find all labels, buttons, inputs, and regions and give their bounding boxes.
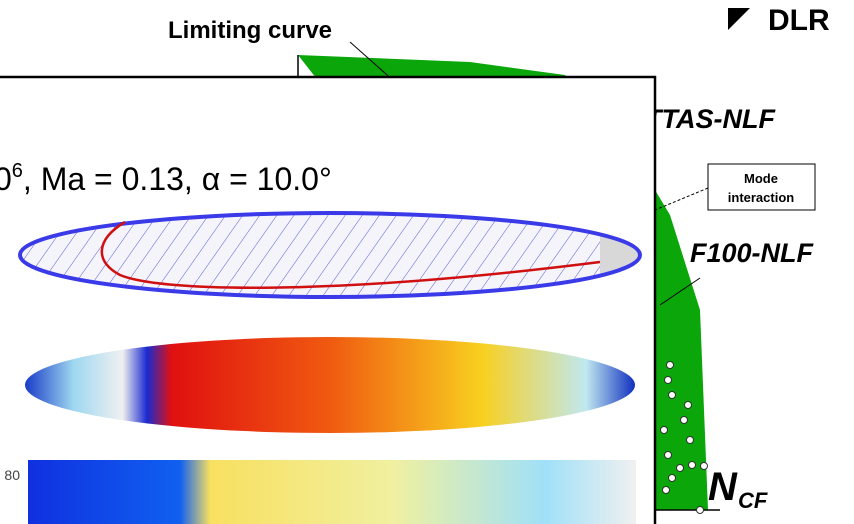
inset-title: 06, Ma = 0.13, α = 10.0° (0, 160, 332, 197)
contour-panel (28, 460, 636, 524)
curve-label: TTAS-NLF (645, 104, 776, 134)
limiting-curve-label: Limiting curve (168, 17, 332, 44)
annotation-text: interaction (728, 190, 795, 205)
contour-ellipse (25, 337, 635, 433)
inset-panel (0, 77, 655, 524)
axis-symbol: N (708, 465, 738, 509)
scale-tick-label: 80 (4, 467, 20, 483)
logo-text: DLR (768, 4, 830, 37)
axis-subscript: CF (738, 488, 768, 513)
curve-label: F100-NLF (690, 238, 815, 268)
slide: Limiting curve DLR TTAS-NLF F100-NLF Mod… (0, 0, 854, 524)
logo-mark (728, 8, 750, 30)
annotation-text: Mode (744, 171, 778, 186)
